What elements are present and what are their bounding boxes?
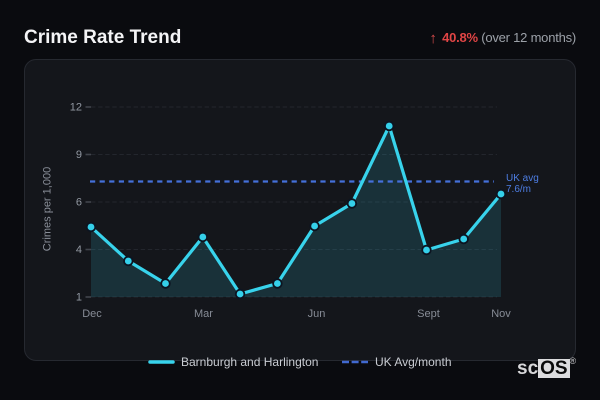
svg-text:9: 9 bbox=[76, 149, 82, 161]
svg-text:Sept: Sept bbox=[417, 308, 440, 320]
svg-text:Crimes per 1,000: Crimes per 1,000 bbox=[42, 167, 54, 251]
svg-text:4: 4 bbox=[76, 244, 82, 256]
svg-text:Jun: Jun bbox=[308, 308, 326, 320]
svg-text:Barnburgh and Harlington: Barnburgh and Harlington bbox=[181, 355, 318, 369]
svg-text:Nov: Nov bbox=[491, 308, 511, 320]
svg-text:7.6/m: 7.6/m bbox=[506, 184, 531, 195]
svg-text:UK avg: UK avg bbox=[506, 173, 539, 184]
svg-text:1: 1 bbox=[76, 292, 82, 304]
svg-text:Dec: Dec bbox=[82, 308, 102, 320]
svg-text:12: 12 bbox=[70, 102, 82, 114]
svg-text:Mar: Mar bbox=[194, 308, 213, 320]
svg-text:UK Avg/month: UK Avg/month bbox=[375, 355, 452, 369]
svg-text:6: 6 bbox=[76, 197, 82, 209]
